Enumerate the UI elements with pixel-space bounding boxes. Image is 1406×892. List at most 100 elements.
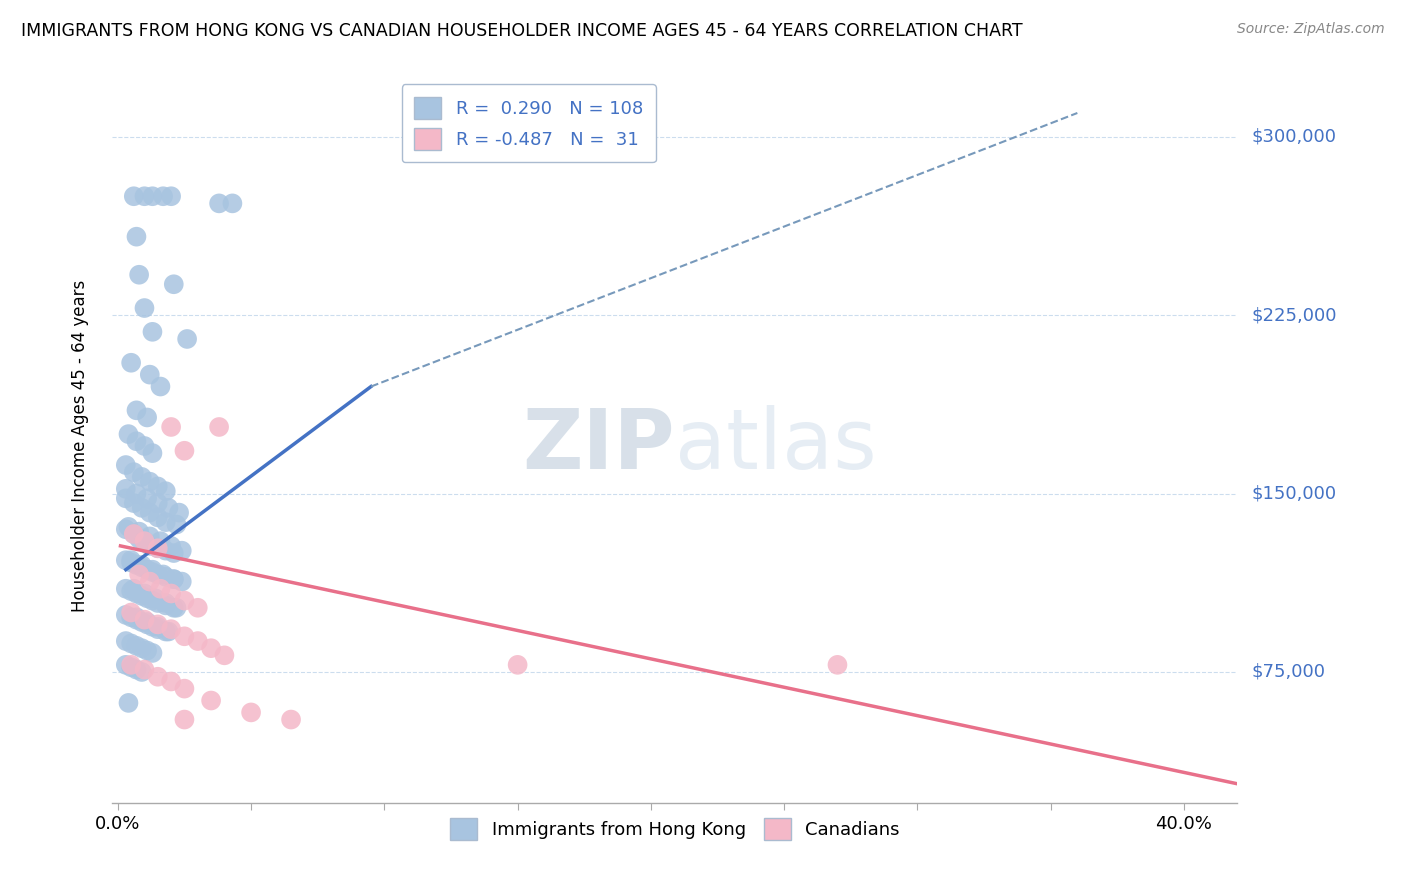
Point — [139, 539, 162, 553]
Point — [120, 606, 142, 620]
Point — [155, 515, 177, 529]
Point — [146, 622, 169, 636]
Point — [136, 591, 159, 606]
Point — [122, 496, 145, 510]
Point — [125, 639, 148, 653]
Point — [131, 470, 153, 484]
Point — [141, 646, 163, 660]
Point — [170, 574, 193, 589]
Point — [173, 629, 195, 643]
Point — [120, 660, 142, 674]
Point — [122, 527, 145, 541]
Point — [176, 332, 198, 346]
Point — [240, 706, 263, 720]
Point — [114, 522, 136, 536]
Point — [131, 615, 153, 629]
Point — [146, 567, 169, 582]
Point — [114, 657, 136, 672]
Text: atlas: atlas — [675, 406, 876, 486]
Point — [139, 368, 162, 382]
Point — [125, 403, 148, 417]
Point — [134, 586, 156, 600]
Point — [155, 543, 177, 558]
Point — [143, 591, 166, 606]
Point — [120, 356, 142, 370]
Text: $150,000: $150,000 — [1251, 484, 1336, 502]
Point — [160, 539, 183, 553]
Point — [152, 567, 174, 582]
Point — [208, 196, 231, 211]
Point — [131, 560, 153, 574]
Point — [128, 532, 150, 546]
Point — [141, 565, 163, 579]
Point — [139, 529, 162, 543]
Point — [163, 572, 186, 586]
Point — [117, 696, 139, 710]
Point — [120, 657, 142, 672]
Point — [134, 439, 156, 453]
Point — [146, 541, 169, 556]
Point — [125, 434, 148, 449]
Point — [163, 572, 186, 586]
Point — [134, 613, 156, 627]
Y-axis label: Householder Income Ages 45 - 64 years: Householder Income Ages 45 - 64 years — [70, 280, 89, 612]
Point — [122, 465, 145, 479]
Text: Source: ZipAtlas.com: Source: ZipAtlas.com — [1237, 22, 1385, 37]
Point — [149, 379, 172, 393]
Point — [131, 500, 153, 515]
Point — [125, 663, 148, 677]
Point — [146, 617, 169, 632]
Point — [280, 713, 302, 727]
Point — [146, 541, 169, 556]
Point — [146, 670, 169, 684]
Legend: Immigrants from Hong Kong, Canadians: Immigrants from Hong Kong, Canadians — [443, 811, 907, 847]
Point — [146, 620, 169, 634]
Point — [125, 610, 148, 624]
Point — [136, 617, 159, 632]
Text: ZIP: ZIP — [523, 406, 675, 486]
Point — [141, 620, 163, 634]
Point — [160, 674, 183, 689]
Point — [827, 657, 849, 672]
Point — [131, 665, 153, 679]
Point — [125, 486, 148, 500]
Point — [120, 610, 142, 624]
Point — [160, 586, 183, 600]
Point — [165, 600, 187, 615]
Point — [128, 524, 150, 539]
Point — [146, 479, 169, 493]
Point — [114, 482, 136, 496]
Point — [146, 596, 169, 610]
Point — [131, 589, 153, 603]
Point — [160, 622, 183, 636]
Point — [221, 196, 243, 211]
Point — [173, 443, 195, 458]
Point — [163, 546, 186, 560]
Point — [134, 301, 156, 315]
Point — [200, 693, 222, 707]
Text: $75,000: $75,000 — [1251, 663, 1326, 681]
Point — [187, 600, 209, 615]
Point — [155, 599, 177, 613]
Point — [141, 593, 163, 607]
Point — [128, 268, 150, 282]
Point — [136, 615, 159, 629]
Point — [506, 657, 529, 672]
Point — [141, 446, 163, 460]
Point — [120, 636, 142, 650]
Point — [122, 527, 145, 541]
Point — [114, 553, 136, 567]
Point — [200, 641, 222, 656]
Point — [120, 556, 142, 570]
Point — [160, 189, 183, 203]
Point — [114, 491, 136, 506]
Point — [167, 506, 190, 520]
Point — [114, 634, 136, 648]
Point — [173, 593, 195, 607]
Point — [134, 534, 156, 549]
Point — [141, 325, 163, 339]
Point — [134, 534, 156, 549]
Point — [152, 189, 174, 203]
Point — [134, 663, 156, 677]
Point — [157, 500, 180, 515]
